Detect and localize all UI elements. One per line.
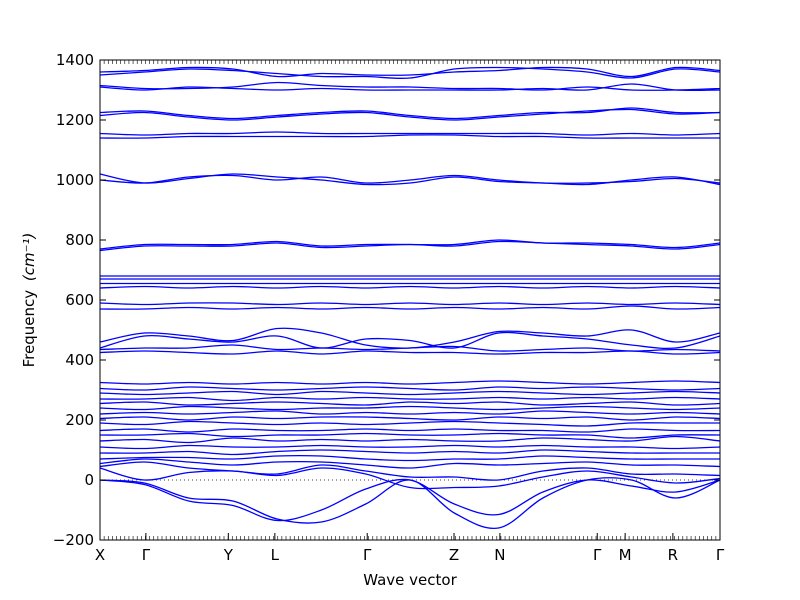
phonon-band-21 xyxy=(99,350,721,355)
phonon-band-32 xyxy=(99,239,721,250)
y-tick-label: 1200 xyxy=(56,111,94,129)
y-axis-label-unit: (cm⁻¹) xyxy=(20,233,38,282)
phonon-band-9 xyxy=(99,435,721,444)
y-axis-label-text: Frequency xyxy=(20,290,38,368)
phonon-band-24 xyxy=(99,327,721,349)
y-tick-label: 600 xyxy=(65,291,94,309)
phonon-band-11 xyxy=(99,428,721,433)
phonon-band-34 xyxy=(99,173,721,186)
y-tick-label: 400 xyxy=(65,351,94,369)
x-tick-label: Y xyxy=(223,546,234,564)
x-tick-label: L xyxy=(271,546,280,564)
x-tick-label: Γ xyxy=(363,546,372,564)
phonon-band-20 xyxy=(99,380,721,385)
phonon-band-14 xyxy=(99,410,721,415)
x-tick-label: Z xyxy=(449,546,459,564)
x-tick-label: N xyxy=(494,546,505,564)
x-axis-label: Wave vector xyxy=(363,571,457,589)
phonon-band-6 xyxy=(99,454,720,462)
phonon-band-39 xyxy=(99,83,721,92)
phonon-band-17 xyxy=(99,396,721,402)
x-tick-label: M xyxy=(619,546,632,564)
phonon-band-3 xyxy=(99,467,721,490)
y-tick-label: 1400 xyxy=(56,51,94,69)
phonon-band-36 xyxy=(99,131,721,136)
phonon-band-19 xyxy=(99,386,721,391)
x-tick-label: Γ xyxy=(716,546,725,564)
y-tick-label: 1000 xyxy=(56,171,94,189)
phonon-band-42 xyxy=(99,66,721,78)
phonon-band-16 xyxy=(99,401,721,406)
phonon-band-13 xyxy=(99,416,721,421)
phonon-band-7 xyxy=(99,449,720,456)
phonon-band-23 xyxy=(99,331,721,350)
phonon-band-38 xyxy=(99,107,721,120)
phonon-band-40 xyxy=(99,81,721,91)
phonon-band-8 xyxy=(99,444,721,450)
x-tick-label: Γ xyxy=(593,546,602,564)
y-tick-label: 0 xyxy=(84,471,94,489)
phonon-band-5 xyxy=(99,458,721,469)
y-axis-label: Frequency (cm⁻¹) xyxy=(20,233,38,368)
phonon-band-4 xyxy=(99,461,721,481)
phonon-band-18 xyxy=(99,390,721,396)
x-tick-label: X xyxy=(95,546,105,564)
phonon-band-12 xyxy=(99,420,720,427)
phonon-band-10 xyxy=(99,432,721,439)
phonon-band-26 xyxy=(99,302,721,306)
phonon-band-25 xyxy=(99,305,721,310)
phonon-band-2 xyxy=(99,478,721,522)
y-tick-label: −200 xyxy=(53,531,94,549)
phonon-band-27 xyxy=(99,285,721,289)
phonon-band-15 xyxy=(99,405,721,411)
y-tick-label: 200 xyxy=(65,411,94,429)
x-tick-label: R xyxy=(668,546,678,564)
phonon-band-33 xyxy=(99,174,721,184)
phonon-band-35 xyxy=(99,134,720,139)
plot-area xyxy=(99,66,721,530)
phonon-band-41 xyxy=(99,66,721,80)
y-tick-label: 800 xyxy=(65,231,94,249)
x-tick-label: Γ xyxy=(142,546,151,564)
